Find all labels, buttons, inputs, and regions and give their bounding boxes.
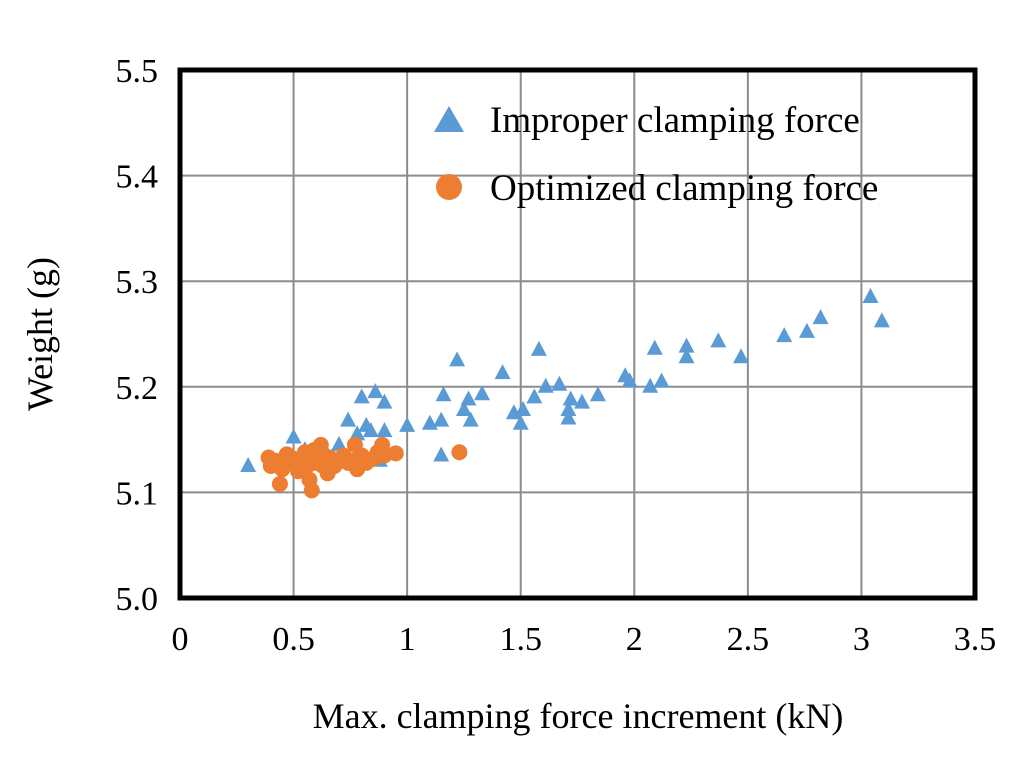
- data-marks: [240, 288, 890, 499]
- plot-frame: [177, 67, 978, 601]
- improper-data-point: [873, 312, 890, 328]
- improper-data-point: [589, 386, 606, 402]
- improper-data-point: [526, 388, 543, 404]
- improper-data-point: [285, 428, 302, 444]
- improper-data-point: [710, 332, 727, 348]
- optimized-data-point: [387, 445, 404, 462]
- x-axis-label: Max. clamping force increment (kN): [313, 696, 844, 736]
- improper-data-point: [367, 383, 384, 399]
- y-tick-label: 5.1: [116, 475, 159, 512]
- x-tick-label: 1.5: [499, 621, 542, 658]
- improper-data-point: [798, 322, 815, 338]
- improper-data-point: [455, 401, 472, 417]
- y-tick-label: 5.3: [116, 264, 159, 301]
- legend: Improper clamping force Optimized clampi…: [434, 100, 878, 209]
- y-axis-label: Weight (g): [20, 257, 60, 411]
- x-tick-label: 1: [399, 621, 416, 658]
- x-tick-label: 0: [172, 621, 189, 658]
- improper-data-point: [462, 411, 479, 427]
- improper-data-point: [240, 457, 257, 472]
- improper-data-point: [574, 393, 591, 409]
- y-tick-label: 5.0: [116, 581, 159, 618]
- x-tick-label: 3.5: [954, 621, 997, 658]
- improper-data-point: [514, 401, 531, 417]
- tick-labels: 0 0.5 1 1.5 2 2.5 3 3.5 5.0 5.1 5.2 5.3 5.4 5.5: [116, 53, 997, 658]
- improper-data-point: [460, 390, 477, 406]
- improper-data-point: [399, 416, 416, 432]
- improper-data-point: [474, 385, 491, 401]
- optimized-data-point: [312, 436, 329, 453]
- improper-data-point: [376, 422, 393, 438]
- x-tick-label: 0.5: [272, 621, 315, 658]
- improper-data-point: [376, 393, 393, 409]
- improper-data-point: [512, 414, 529, 430]
- legend-marker-improper-triangle: [434, 106, 464, 132]
- improper-data-point: [349, 425, 366, 441]
- improper-data-point: [551, 375, 568, 391]
- y-tick-label: 5.5: [116, 53, 159, 90]
- y-tick-label: 5.4: [116, 159, 159, 196]
- legend-marker-optimized-circle: [436, 174, 462, 200]
- grid-lines: [180, 70, 975, 598]
- improper-data-point: [433, 446, 450, 462]
- improper-data-point: [449, 351, 466, 367]
- improper-data-point: [678, 337, 695, 353]
- improper-data-point: [340, 411, 357, 427]
- improper-data-point: [362, 422, 379, 438]
- x-tick-label: 2: [626, 621, 643, 658]
- legend-label-optimized: Optimized clamping force: [490, 168, 878, 209]
- improper-data-point: [733, 348, 750, 364]
- improper-data-point: [653, 372, 670, 388]
- improper-data-point: [562, 390, 579, 406]
- improper-data-point: [560, 409, 577, 425]
- y-tick-label: 5.2: [116, 370, 159, 407]
- optimized-data-point: [303, 482, 320, 499]
- improper-data-point: [331, 435, 347, 451]
- legend-label-improper: Improper clamping force: [490, 100, 860, 141]
- improper-data-point: [646, 339, 663, 355]
- x-tick-label: 2.5: [727, 621, 770, 658]
- improper-data-point: [560, 401, 577, 417]
- optimized-data-point: [271, 475, 288, 492]
- improper-data-point: [812, 309, 829, 325]
- optimized-data-point: [451, 444, 468, 461]
- improper-data-point: [678, 348, 695, 364]
- improper-data-point: [862, 288, 879, 304]
- improper-data-point: [776, 327, 793, 343]
- improper-data-point: [353, 388, 370, 404]
- x-tick-label: 3: [853, 621, 870, 658]
- improper-data-point: [435, 386, 452, 402]
- improper-data-point: [537, 377, 554, 393]
- improper-data-point: [642, 377, 659, 393]
- improper-data-point: [494, 364, 511, 380]
- improper-data-point: [433, 411, 450, 427]
- improper-data-point: [621, 372, 638, 388]
- improper-data-point: [530, 340, 547, 356]
